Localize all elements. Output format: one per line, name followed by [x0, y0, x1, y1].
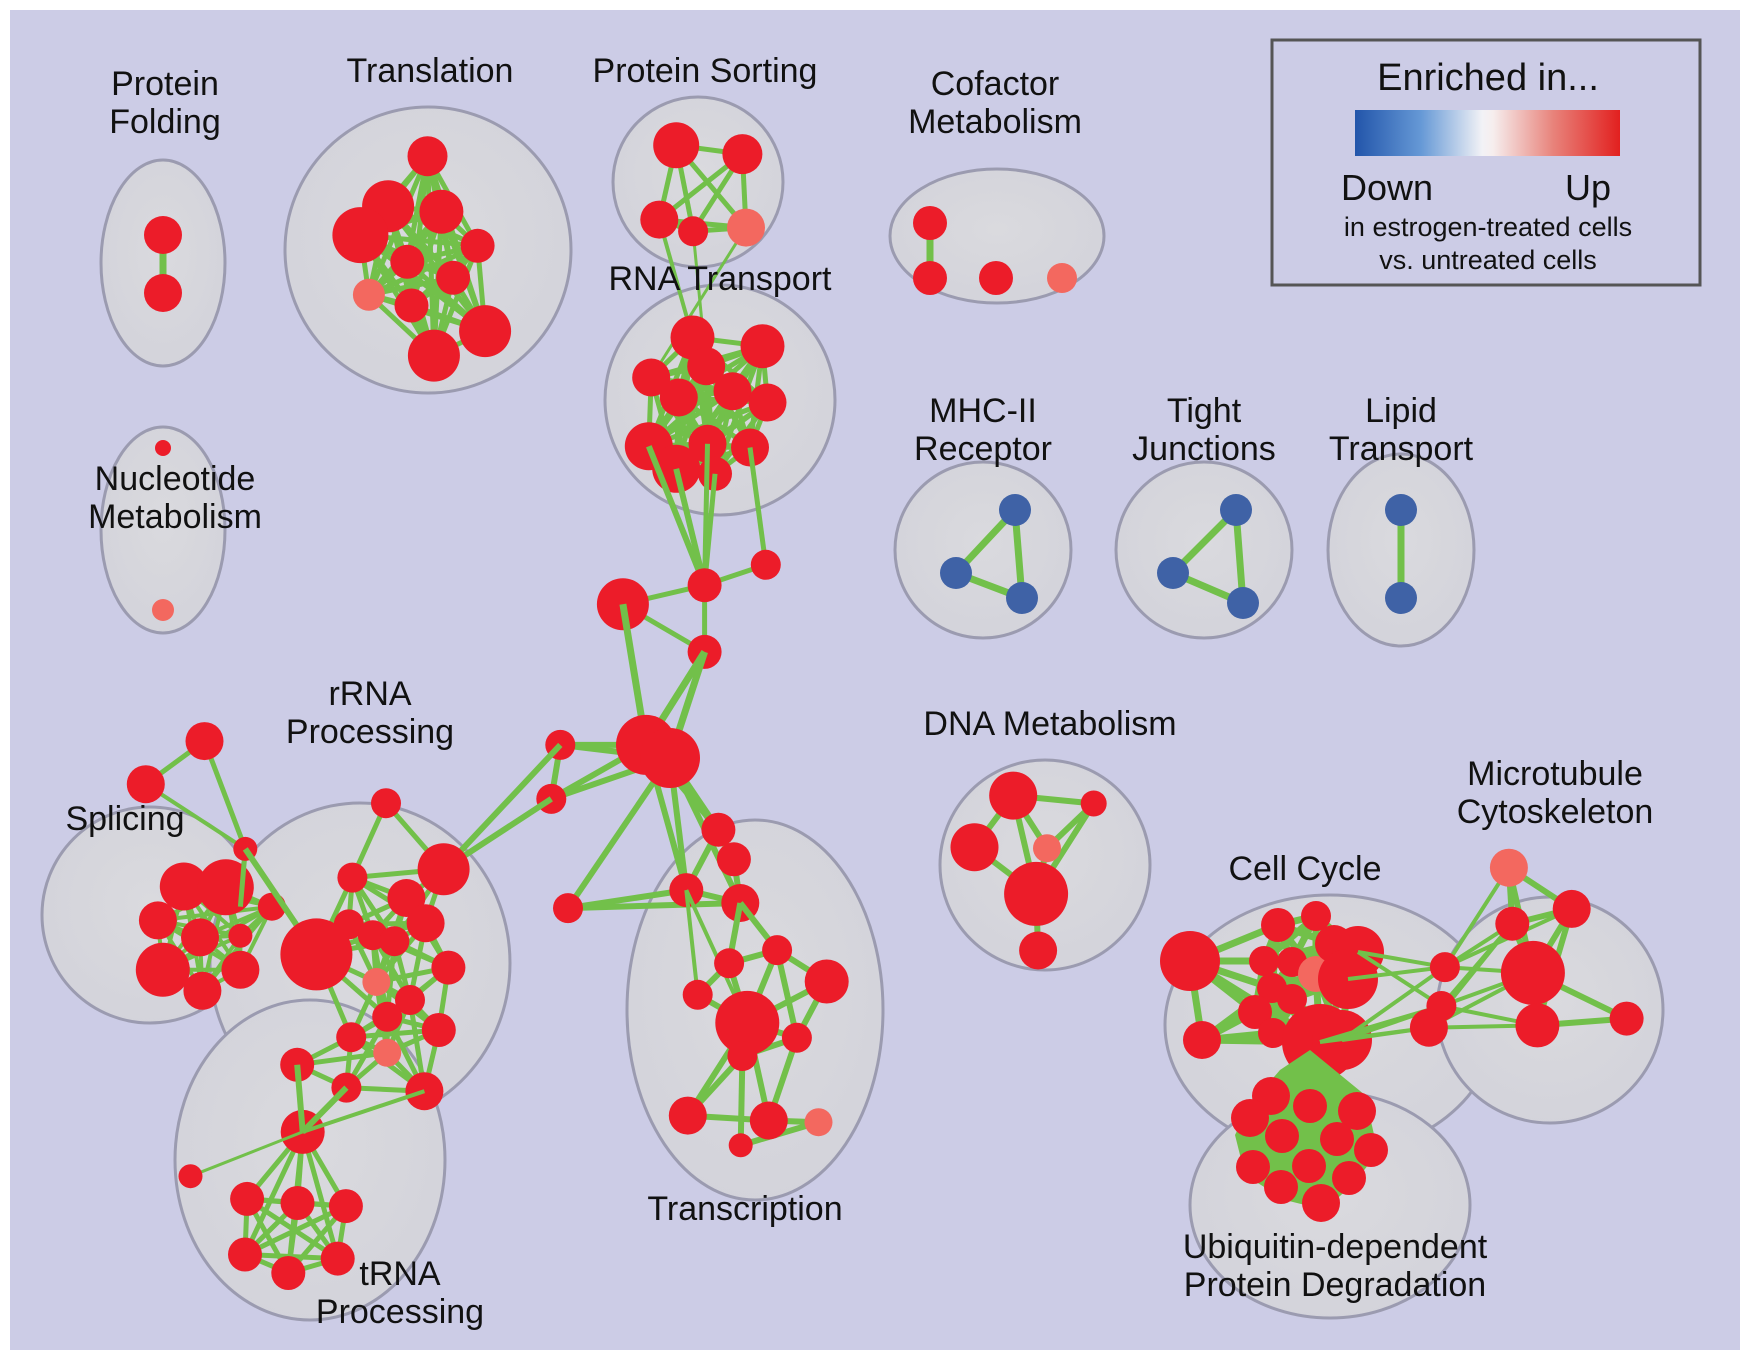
svg-text:Down: Down [1341, 167, 1433, 208]
svg-text:in estrogen-treated cells: in estrogen-treated cells [1344, 212, 1632, 242]
svg-text:Enriched in...: Enriched in... [1377, 57, 1599, 99]
svg-text:Up: Up [1565, 167, 1611, 208]
svg-text:vs. untreated cells: vs. untreated cells [1379, 245, 1597, 275]
